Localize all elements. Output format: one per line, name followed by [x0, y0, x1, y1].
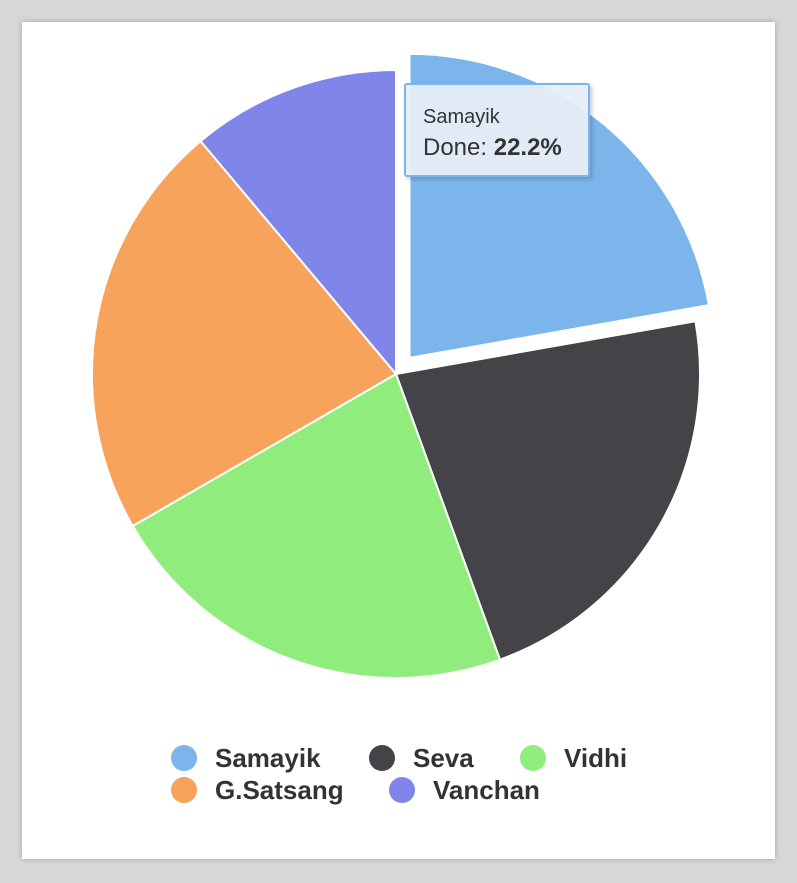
legend-item-vanchan[interactable]: Vanchan [389, 775, 540, 805]
legend-label-g-satsang: G.Satsang [215, 774, 344, 805]
legend-dot-vidhi [520, 745, 546, 771]
legend-label-vanchan: Vanchan [433, 774, 540, 805]
legend-dot-samayik [171, 745, 197, 771]
pie-slice-g-satsang[interactable] [91, 140, 397, 527]
tooltip-value-line: Done: 22.2% [423, 132, 588, 164]
pie-slice-vanchan[interactable] [199, 69, 397, 375]
legend-item-samayik[interactable]: Samayik [171, 743, 321, 773]
legend-dot-seva [369, 745, 395, 771]
pie-slice-seva[interactable] [395, 320, 701, 661]
tooltip: Samayik Done: 22.2% [404, 83, 590, 177]
legend-item-vidhi[interactable]: Vidhi [520, 743, 627, 773]
tooltip-label: Done: [423, 134, 488, 161]
tooltip-value: 22.2% [493, 134, 562, 161]
legend-item-g-satsang[interactable]: G.Satsang [171, 775, 344, 805]
legend-label-seva: Seva [413, 742, 474, 773]
legend-item-seva[interactable]: Seva [369, 743, 474, 773]
legend-dot-vanchan [389, 777, 415, 803]
legend-label-vidhi: Vidhi [564, 742, 628, 773]
legend-label-samayik: Samayik [215, 742, 321, 773]
legend-dot-g-satsang [171, 777, 197, 803]
tooltip-series-name: Samayik [423, 106, 500, 128]
pie-slice-vidhi[interactable] [131, 373, 501, 679]
